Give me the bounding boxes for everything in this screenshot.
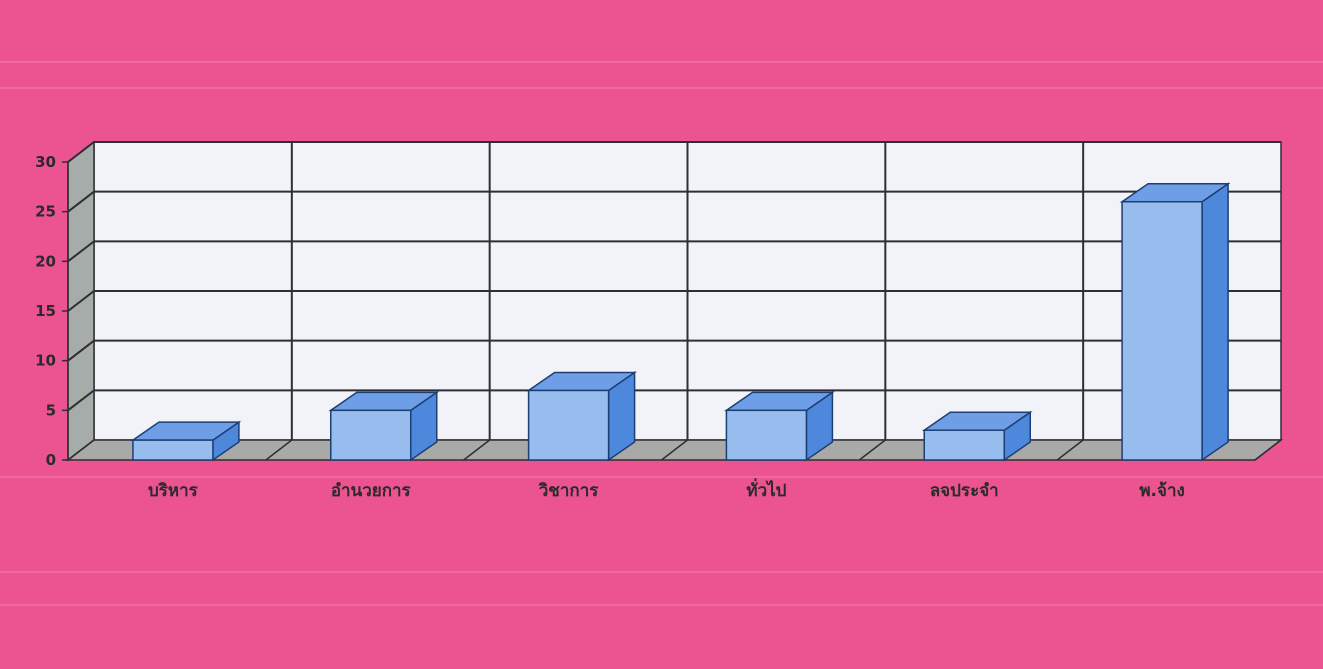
- bar-front: [1121, 200, 1203, 461]
- x-axis-labels: บริหาร อำนวยการ วิชาการ ทั่วไป ลจประจำ พ.จ้าง: [148, 478, 1185, 501]
- bar: [1119, 182, 1231, 462]
- bar: [526, 371, 637, 462]
- x-tick-label: อำนวยการ: [331, 481, 412, 501]
- y-tick-label: 25: [35, 203, 56, 221]
- y-tick-label: 10: [35, 352, 56, 370]
- x-tick-label: บริหาร: [148, 481, 199, 501]
- x-tick-label: ทั่วไป: [746, 478, 786, 501]
- x-tick-label: พ.จ้าง: [1139, 481, 1184, 501]
- bar-front: [923, 429, 1005, 461]
- y-tick-label: 5: [46, 401, 56, 419]
- floor-divider: [858, 439, 886, 461]
- bar: [921, 410, 1033, 462]
- gridlines: [67, 141, 1282, 461]
- bar: [328, 390, 440, 462]
- scan-lines: [0, 61, 1323, 606]
- bar-side: [1201, 182, 1229, 462]
- x-tick-label: ลจประจำ: [930, 481, 999, 501]
- y-tick-label: 0: [46, 451, 56, 469]
- y-tick-label: 15: [35, 302, 56, 320]
- bar-front: [330, 409, 412, 461]
- bar: [130, 420, 242, 462]
- bar-front: [725, 409, 808, 461]
- y-tick-label: 20: [35, 252, 56, 270]
- y-axis-ticks: 0 5 10 15 20 25 30: [35, 153, 69, 469]
- floor-divider: [661, 439, 688, 461]
- x-tick-label: วิชาการ: [538, 481, 599, 501]
- bar-front: [132, 439, 214, 461]
- bar: [724, 390, 835, 462]
- floor-divider: [1056, 439, 1084, 461]
- bars: [130, 182, 1231, 462]
- floor-divider: [1254, 439, 1282, 461]
- y-tick-label: 30: [35, 153, 56, 171]
- floor-divider: [265, 439, 293, 461]
- floor-divider: [67, 439, 95, 461]
- bar-front: [527, 389, 610, 461]
- plot-walls: [65, 140, 1284, 462]
- floor-divider: [463, 439, 491, 461]
